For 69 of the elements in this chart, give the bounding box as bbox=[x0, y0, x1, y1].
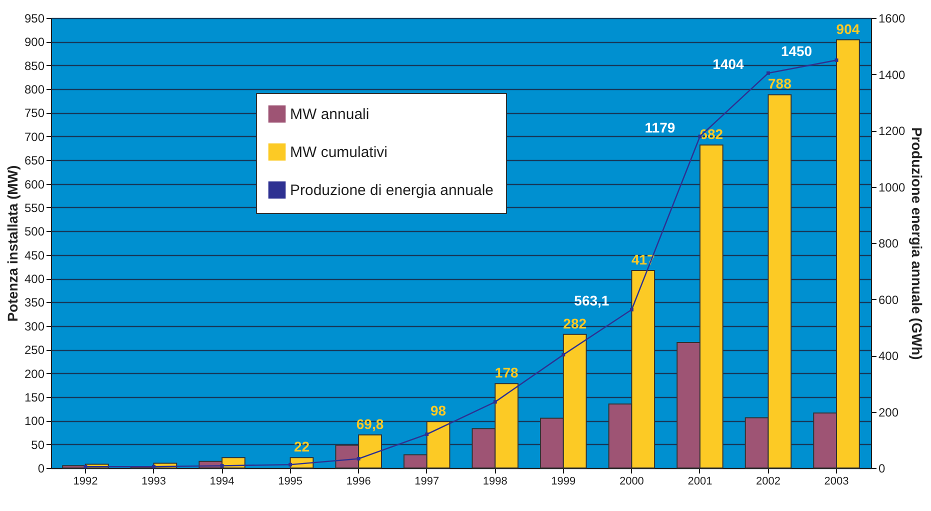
y-tick-label: 250 bbox=[24, 343, 45, 358]
y-tick-label: 450 bbox=[24, 248, 45, 262]
data-label: 1450 bbox=[780, 43, 812, 60]
point bbox=[152, 464, 156, 468]
y-tick-label: 750 bbox=[24, 106, 45, 120]
x-tick-label: 1994 bbox=[210, 476, 234, 488]
y-tick-label: 600 bbox=[24, 177, 45, 192]
y-tick-label: 350 bbox=[24, 296, 45, 310]
legend-label: MW annuali bbox=[290, 106, 370, 123]
y2-axis-title: Produzione energia annuale (GWh) bbox=[909, 127, 926, 360]
y-tick-label: 400 bbox=[24, 272, 45, 286]
x-tick-label: 2002 bbox=[756, 476, 780, 488]
x-tick-label: 1999 bbox=[551, 476, 576, 488]
y-axis-title: Potenza installata (MW) bbox=[4, 165, 20, 322]
x-tick-label: 2000 bbox=[619, 476, 644, 488]
y2-tick-label: 400 bbox=[878, 349, 899, 363]
y2-tick-label: 800 bbox=[878, 236, 899, 250]
bar bbox=[62, 465, 86, 468]
y2-tick-label: 1000 bbox=[878, 180, 906, 194]
data-label: 788 bbox=[768, 76, 792, 92]
y2-tick-label: 0 bbox=[878, 462, 886, 476]
y-tick-label: 800 bbox=[24, 82, 45, 97]
x-tick-label: 1992 bbox=[73, 476, 98, 488]
data-label: 98 bbox=[430, 402, 446, 419]
y-tick-label: 0 bbox=[38, 462, 45, 476]
x-tick-label: 2001 bbox=[688, 476, 712, 488]
data-label: 1404 bbox=[712, 56, 744, 72]
x-tick-label: 1997 bbox=[414, 476, 440, 488]
y2-tick-label: 600 bbox=[878, 292, 899, 307]
x-tick-label: 1995 bbox=[278, 476, 303, 488]
x-tick-label: 2003 bbox=[824, 476, 849, 488]
point bbox=[493, 400, 497, 404]
point bbox=[220, 464, 224, 468]
point bbox=[84, 464, 88, 468]
y-tick-label: 700 bbox=[24, 130, 45, 144]
data-label: 1179 bbox=[644, 119, 676, 136]
y2-tick-label: 1400 bbox=[878, 68, 906, 82]
point bbox=[766, 71, 770, 75]
y-tick-label: 300 bbox=[24, 319, 45, 334]
x-tick-label: 1993 bbox=[142, 476, 166, 488]
y2-tick-label: 1200 bbox=[878, 124, 906, 138]
point bbox=[425, 432, 429, 436]
y-tick-label: 850 bbox=[24, 58, 45, 73]
y-tick-label: 900 bbox=[24, 35, 45, 50]
data-label: 22 bbox=[294, 438, 310, 455]
data-label: 563,1 bbox=[574, 292, 610, 309]
y2-tick-label: 200 bbox=[878, 405, 899, 420]
legend-label: MW cumulativi bbox=[290, 144, 388, 161]
x-tick-label: 1996 bbox=[346, 476, 371, 488]
point bbox=[356, 456, 360, 460]
point bbox=[562, 352, 566, 356]
y-tick-label: 550 bbox=[24, 200, 45, 215]
y2-tick-label: 1600 bbox=[878, 12, 906, 26]
point bbox=[630, 308, 634, 312]
y-tick-label: 500 bbox=[24, 224, 45, 239]
y-tick-label: 200 bbox=[24, 366, 45, 381]
data-label: 69,8 bbox=[356, 416, 384, 432]
y-tick-label: 650 bbox=[24, 154, 45, 168]
y-tick-label: 100 bbox=[24, 414, 45, 428]
x-tick-label: 1998 bbox=[482, 476, 508, 488]
y-tick-label: 150 bbox=[24, 390, 45, 404]
point bbox=[288, 462, 292, 466]
y-tick-label: 50 bbox=[31, 438, 45, 452]
data-label: 904 bbox=[836, 20, 860, 37]
legend-label: Produzione di energia annuale bbox=[290, 182, 494, 199]
point bbox=[834, 58, 838, 62]
y-tick-label: 950 bbox=[24, 12, 45, 26]
data-label: 282 bbox=[563, 315, 587, 332]
data-label: 178 bbox=[494, 364, 518, 381]
